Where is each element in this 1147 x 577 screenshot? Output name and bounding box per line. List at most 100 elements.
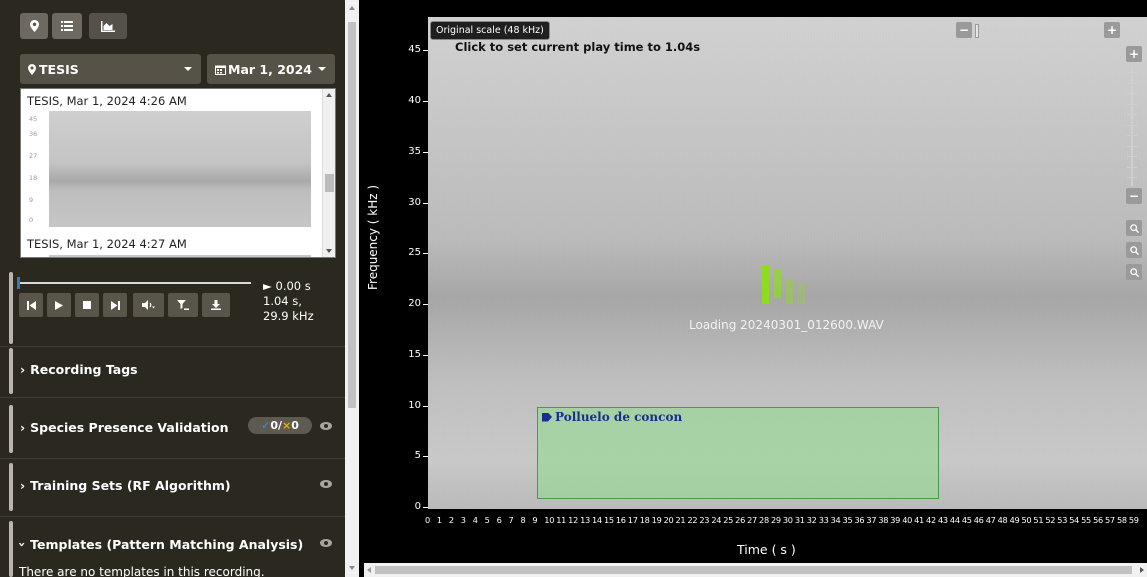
rejected-count: 0: [291, 419, 299, 432]
download-button[interactable]: [202, 293, 230, 317]
scroll-down-icon[interactable]: [326, 249, 332, 253]
recording-title[interactable]: TESIS, Mar 1, 2024 4:27 AM: [27, 237, 187, 251]
zoom-out-vertical-button[interactable]: −: [1126, 188, 1142, 204]
scroll-down-icon[interactable]: [349, 566, 355, 570]
x-tick-label: 34: [830, 515, 841, 525]
eye-icon[interactable]: [320, 539, 332, 547]
loading-spinner: [762, 266, 812, 304]
loading-message: Loading 20240301_012600.WAV: [689, 318, 884, 332]
site-dropdown-label: TESIS: [39, 61, 79, 77]
skip-back-button[interactable]: [19, 293, 43, 317]
x-tick-label: 15: [603, 515, 614, 525]
slider-tick: [1127, 156, 1137, 157]
eye-icon[interactable]: [320, 480, 332, 488]
tag-icon: [542, 412, 552, 422]
x-tick-label: 5: [484, 515, 490, 525]
map-marker-icon[interactable]: [20, 13, 48, 39]
scrollbar-thumb[interactable]: [348, 22, 356, 408]
templates-header[interactable]: › Templates (Pattern Matching Analysis): [15, 537, 303, 552]
date-dropdown[interactable]: Mar 1, 2024: [207, 54, 335, 84]
recording-title[interactable]: TESIS, Mar 1, 2024 4:26 AM: [27, 94, 187, 108]
recording-thumbnail[interactable]: [49, 111, 311, 227]
scroll-right-icon[interactable]: [1140, 567, 1144, 573]
x-tick-label: 51: [1033, 515, 1044, 525]
audio-player: ► 0.00 s 1.04 s, 29.9 kHz: [9, 270, 345, 345]
x-tick-label: 14: [592, 515, 602, 525]
stop-button[interactable]: [75, 293, 99, 317]
zoom-in-icon[interactable]: [1126, 220, 1142, 236]
species-annotation-box[interactable]: Polluelo de concon: [537, 407, 939, 499]
slider-tick: [1076, 26, 1077, 36]
recording-list[interactable]: TESIS, Mar 1, 2024 4:26 AM 45 36 27 18 9…: [20, 88, 336, 258]
x-tick-label: 30: [782, 515, 793, 525]
x-tick-label: 1: [436, 515, 442, 525]
scroll-up-icon[interactable]: [349, 6, 355, 10]
seek-knob[interactable]: [17, 277, 20, 289]
eye-icon[interactable]: [320, 422, 332, 430]
x-tick-label: 2: [448, 515, 454, 525]
plus-icon: +: [1128, 47, 1140, 61]
scrollbar-thumb[interactable]: [375, 566, 1132, 574]
validation-count-badge: ✓ 0 / × 0: [248, 417, 312, 434]
y-tick-mark: [423, 304, 428, 305]
mini-axis-label: 45: [29, 115, 38, 123]
x-tick-label: 12: [568, 515, 578, 525]
chevron-right-icon: ›: [20, 362, 26, 377]
scroll-left-icon[interactable]: [367, 567, 371, 573]
chevron-down-icon: [184, 67, 192, 71]
x-tick-label: 16: [615, 515, 626, 525]
x-tick-label: 44: [949, 515, 960, 525]
training-sets-header[interactable]: › Training Sets (RF Algorithm): [20, 478, 231, 493]
x-tick-label: 22: [687, 515, 698, 525]
slider-tick: [1127, 145, 1137, 147]
zoom-out-icon[interactable]: [1126, 264, 1142, 280]
mini-axis-label: 36: [29, 130, 38, 138]
mini-axis-label: 18: [29, 174, 38, 182]
x-tick-label: 21: [675, 515, 686, 525]
scroll-up-icon[interactable]: [326, 93, 332, 97]
x-tick-label: 40: [902, 515, 913, 525]
y-tick-label: 10: [408, 399, 421, 411]
x-tick-label: 24: [711, 515, 722, 525]
x-tick-label: 46: [973, 515, 984, 525]
slider-knob[interactable]: [975, 24, 979, 38]
horizontal-zoom-slider[interactable]: [975, 24, 1100, 38]
x-tick-label: 26: [735, 515, 745, 525]
vertical-zoom-slider[interactable]: [1131, 66, 1133, 186]
x-tick-label: 49: [1009, 515, 1020, 525]
zoom-out-horizontal-button[interactable]: −: [956, 22, 972, 38]
recording-tags-header[interactable]: › Recording Tags: [20, 362, 138, 377]
skip-forward-button[interactable]: [103, 293, 127, 317]
y-tick-label: 15: [408, 348, 421, 360]
seek-bar[interactable]: [17, 277, 251, 289]
slider-tick: [1087, 26, 1089, 36]
area-chart-icon[interactable]: [89, 13, 127, 39]
date-dropdown-label: Mar 1, 2024: [228, 61, 312, 77]
scrollbar-thumb[interactable]: [325, 174, 334, 192]
filter-button[interactable]: [168, 293, 198, 317]
recording-thumbnail[interactable]: [49, 255, 311, 257]
annotation-label[interactable]: Polluelo de concon: [542, 410, 682, 424]
slider-tick: [1041, 26, 1043, 36]
y-tick-label: 30: [408, 196, 421, 208]
x-tick-label: 48: [997, 515, 1008, 525]
sidebar-scrollbar[interactable]: [345, 0, 359, 577]
x-tick-label: 4: [472, 515, 478, 525]
x-tick-label: 13: [580, 515, 590, 525]
x-tick-label: 32: [806, 515, 817, 525]
play-button[interactable]: [47, 293, 71, 317]
list-icon[interactable]: [52, 13, 82, 39]
volume-button[interactable]: [133, 293, 164, 317]
zoom-icon[interactable]: [1126, 242, 1142, 258]
site-dropdown[interactable]: TESIS: [20, 54, 201, 84]
slider-tick: [1127, 114, 1137, 115]
recording-list-scrollbar[interactable]: [322, 89, 335, 257]
scale-badge[interactable]: Original scale (48 kHz): [430, 21, 550, 40]
y-tick-label: 25: [408, 247, 421, 259]
zoom-in-vertical-button[interactable]: +: [1126, 46, 1142, 62]
zoom-in-horizontal-button[interactable]: +: [1104, 22, 1120, 38]
viewer-horizontal-scrollbar[interactable]: [364, 563, 1147, 577]
species-validation-header[interactable]: › Species Presence Validation: [20, 420, 229, 435]
